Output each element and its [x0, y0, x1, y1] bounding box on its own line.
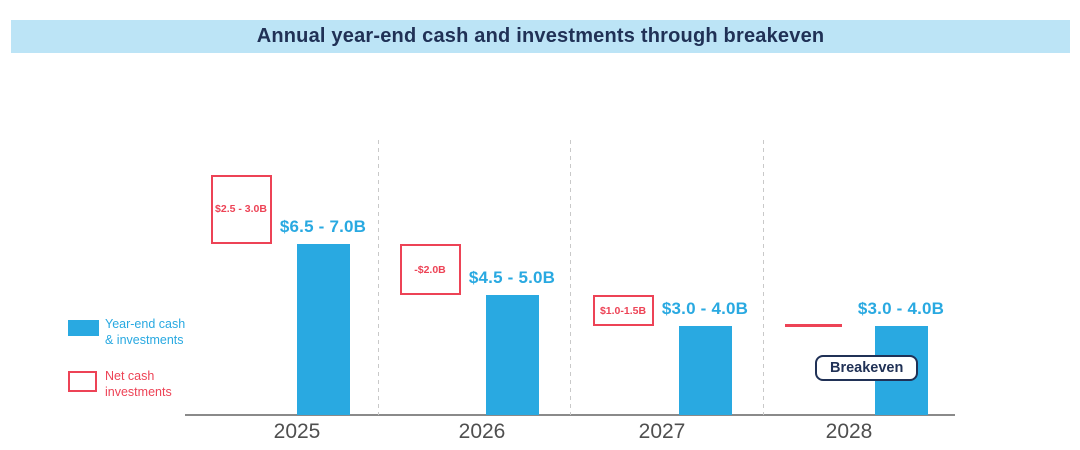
- title-banner: Annual year-end cash and investments thr…: [11, 20, 1070, 53]
- legend-swatch-net-cash: [68, 371, 97, 392]
- breakeven-badge: Breakeven: [815, 355, 919, 381]
- year-separator-line: [570, 140, 571, 415]
- x-axis-line: [185, 414, 955, 416]
- bar-2027: [678, 326, 732, 415]
- legend-label-year-end-cash: Year-end cash & investments: [105, 317, 185, 348]
- net-cash-box-2025: $2.5 - 3.0B: [210, 174, 272, 245]
- bar-value-label-2027: $3.0 - 4.0B: [661, 299, 749, 319]
- legend-label-line: Year-end cash: [105, 317, 186, 331]
- bar-value-label-2028: $3.0 - 4.0B: [857, 299, 945, 319]
- net-cash-box-2026: -$2.0B: [399, 244, 461, 295]
- legend-label-line: investments: [105, 384, 172, 399]
- bar-2025: [296, 244, 350, 415]
- bar-value-label-2025: $6.5 - 7.0B: [279, 217, 367, 237]
- bar-2026: [485, 294, 539, 415]
- legend-label-net-cash: Net cash investments: [105, 369, 172, 400]
- page-title: Annual year-end cash and investments thr…: [256, 25, 825, 47]
- year-separator-line: [763, 140, 764, 415]
- year-label-2027: 2027: [638, 420, 686, 443]
- bar-value-label-2026: $4.5 - 5.0B: [468, 267, 556, 287]
- legend-label-line: & investments: [105, 332, 184, 347]
- net-cash-box-2027: $1.0-1.5B: [592, 294, 654, 327]
- breakeven-line: [784, 324, 842, 328]
- legend-label-line: Net cash: [105, 369, 155, 383]
- year-label-2025: 2025: [273, 420, 321, 443]
- year-label-2026: 2026: [458, 420, 506, 443]
- year-label-2028: 2028: [825, 420, 873, 443]
- year-separator-line: [378, 140, 379, 415]
- legend-swatch-year-end-cash: [68, 320, 99, 336]
